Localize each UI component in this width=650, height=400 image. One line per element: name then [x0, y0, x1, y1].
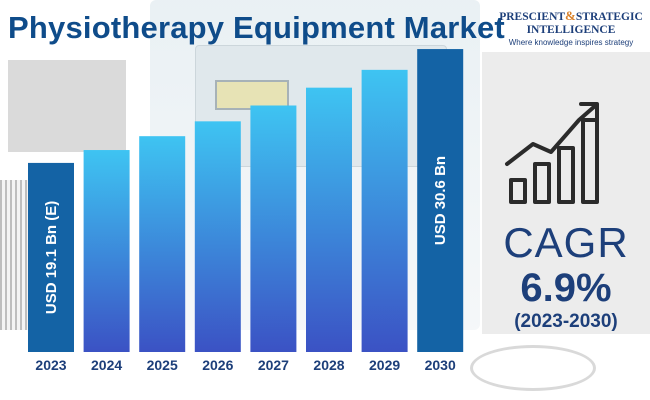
x-tick-label-2026: 2026 — [202, 357, 233, 373]
bar-2026 — [194, 121, 241, 352]
logo-line-2: INTELLIGENCE — [526, 24, 616, 36]
background-cable-coil — [470, 345, 596, 391]
logo-line-1: PRESCIENT&STRATEGIC — [498, 8, 644, 24]
bar-2029 — [361, 69, 408, 352]
x-tick-label-2027: 2027 — [258, 357, 289, 373]
logo-word-strategic: STRATEGIC — [575, 11, 643, 23]
bar-2023 — [28, 162, 74, 352]
logo-ampersand: & — [565, 8, 576, 23]
background-gray-block — [8, 60, 126, 152]
logo-tagline: Where knowledge inspires strategy — [508, 38, 634, 47]
cagr-value: 6.9% — [520, 266, 612, 310]
bar-2028 — [306, 87, 352, 353]
page-title: Physiotherapy Equipment Market — [8, 10, 505, 45]
data-label-2030: USD 30.6 Bn — [432, 156, 449, 245]
company-logo: PRESCIENT&STRATEGIC INTELLIGENCE Where k… — [498, 8, 644, 47]
x-tick-label-2028: 2028 — [313, 357, 344, 373]
growth-bar-chart-icon — [505, 102, 599, 204]
bar-2027 — [250, 105, 297, 353]
bar-2025 — [139, 136, 186, 352]
data-label-2023: USD 19.1 Bn (E) — [43, 201, 60, 314]
bar-2030 — [417, 49, 464, 353]
x-tick-label-2024: 2024 — [91, 357, 122, 373]
x-tick-label-2025: 2025 — [147, 357, 178, 373]
bar-2024 — [83, 150, 130, 352]
x-tick-label-2029: 2029 — [369, 357, 400, 373]
cagr-label: CAGR — [503, 219, 629, 266]
x-tick-label-2030: 2030 — [425, 357, 456, 373]
x-tick-label-2023: 2023 — [35, 357, 66, 373]
cagr-period: (2023-2030) — [514, 311, 618, 332]
logo-word-prescient: PRESCIENT — [499, 11, 566, 23]
